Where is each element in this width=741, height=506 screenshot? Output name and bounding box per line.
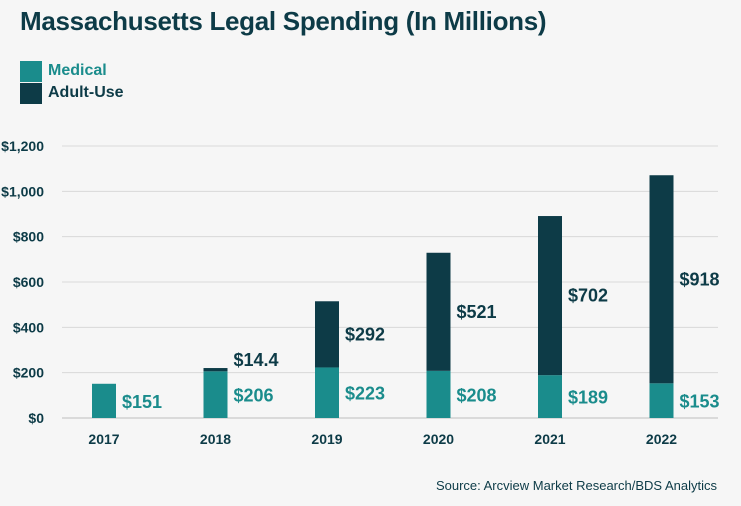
bar-adult-use [203, 368, 228, 372]
y-tick-label: $200 [13, 365, 44, 381]
bar-medical [426, 370, 451, 418]
legend-item-medical: Medical [20, 60, 124, 82]
bar-medical [203, 371, 228, 418]
x-tick-label: 2017 [88, 431, 119, 447]
legend-label-medical: Medical [48, 62, 107, 79]
bar-adult-use [649, 175, 674, 384]
bar-medical [92, 383, 116, 418]
data-label-medical: $151 [122, 392, 162, 412]
y-tick-label: $1,000 [1, 183, 44, 199]
x-tick-label: 2022 [646, 431, 677, 447]
bar-medical [538, 375, 562, 418]
data-label-adult-use: $521 [457, 302, 497, 322]
data-label-medical: $206 [234, 386, 274, 406]
bar-adult-use [538, 216, 562, 376]
legend-swatch-medical [20, 60, 42, 82]
bar-adult-use [315, 301, 339, 368]
x-tick-label: 2019 [311, 431, 342, 447]
data-label-adult-use: $702 [568, 286, 608, 306]
bar-adult-use [426, 252, 451, 371]
legend-swatch-adult-use [20, 82, 42, 104]
x-tick-label: 2018 [200, 431, 231, 447]
y-tick-label: $800 [13, 229, 44, 245]
source-note: Source: Arcview Market Research/BDS Anal… [435, 478, 717, 493]
data-label-adult-use: $14.4 [234, 350, 279, 370]
data-label-medical: $189 [568, 388, 608, 408]
data-label-medical: $153 [680, 392, 720, 412]
y-tick-label: $0 [28, 410, 44, 426]
legend-item-adult-use: Adult-Use [20, 82, 124, 104]
legend: Medical Adult-Use [20, 60, 124, 104]
data-label-medical: $208 [457, 385, 497, 405]
y-tick-label: $600 [13, 274, 44, 290]
legend-label-adult-use: Adult-Use [48, 84, 124, 101]
y-tick-label: $1,200 [1, 138, 44, 154]
data-label-adult-use: $292 [345, 324, 385, 344]
x-tick-label: 2021 [534, 431, 565, 447]
y-tick-label: $400 [13, 319, 44, 335]
bar-medical [315, 367, 339, 418]
data-label-adult-use: $918 [680, 269, 720, 289]
x-tick-label: 2020 [423, 431, 454, 447]
chart-title: Massachusetts Legal Spending (In Million… [20, 6, 547, 36]
bar-medical [649, 383, 674, 418]
data-label-medical: $223 [345, 384, 385, 404]
